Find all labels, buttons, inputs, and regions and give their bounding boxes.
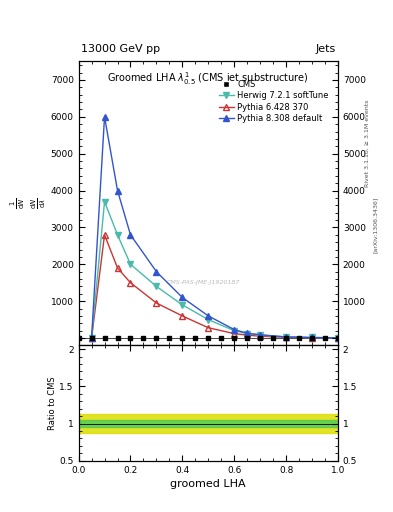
Bar xyxy=(79,420,338,428)
Y-axis label: Ratio to CMS: Ratio to CMS xyxy=(48,376,57,430)
Text: 13000 GeV pp: 13000 GeV pp xyxy=(81,44,160,54)
Bar xyxy=(79,414,338,433)
Text: Rivet 3.1.10, ≥ 3.1M events: Rivet 3.1.10, ≥ 3.1M events xyxy=(365,100,370,187)
Text: CMS-PAS-JME-J1920187: CMS-PAS-JME-J1920187 xyxy=(166,281,240,286)
X-axis label: groomed LHA: groomed LHA xyxy=(171,479,246,489)
Text: [arXiv:1306.3436]: [arXiv:1306.3436] xyxy=(373,197,378,253)
Text: Jets: Jets xyxy=(316,44,336,54)
Y-axis label: $\frac{1}{\mathrm{d}N}$
$\frac{\mathrm{d}N}{\mathrm{d}\lambda}$: $\frac{1}{\mathrm{d}N}$ $\frac{\mathrm{d… xyxy=(9,198,48,209)
Text: Groomed LHA $\lambda^{1}_{0.5}$ (CMS jet substructure): Groomed LHA $\lambda^{1}_{0.5}$ (CMS jet… xyxy=(108,70,309,87)
Legend: CMS, Herwig 7.2.1 softTune, Pythia 6.428 370, Pythia 8.308 default: CMS, Herwig 7.2.1 softTune, Pythia 6.428… xyxy=(219,80,329,123)
